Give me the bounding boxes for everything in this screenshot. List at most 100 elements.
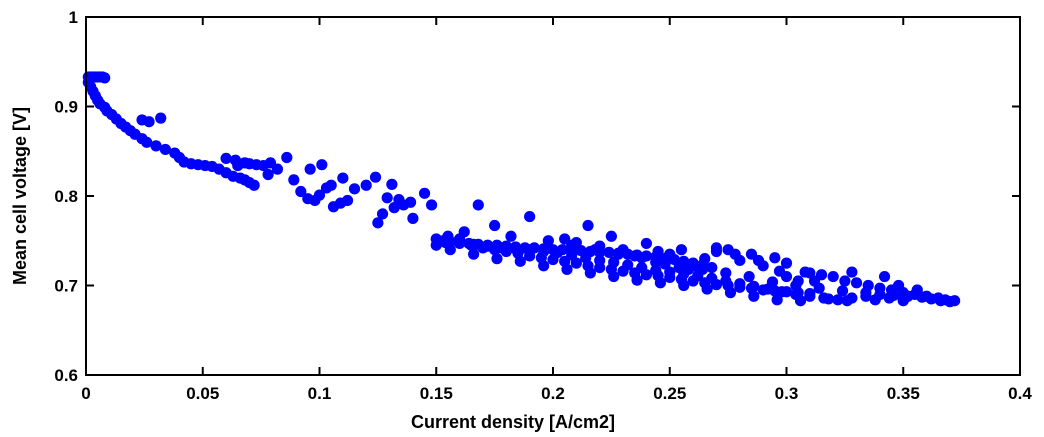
data-point [407, 212, 419, 224]
data-point [393, 193, 405, 206]
data-point [752, 254, 765, 267]
data-point [472, 199, 484, 211]
data-point [281, 151, 293, 164]
y-axis-title: Mean cell voltage [V] [10, 107, 30, 285]
data-point [673, 262, 685, 274]
data-point [496, 242, 508, 254]
data-point [505, 230, 517, 242]
data-point [631, 274, 643, 286]
data-point [652, 245, 664, 258]
x-tick-label: 0.1 [308, 384, 332, 403]
x-tick-label: 0.4 [1008, 384, 1032, 403]
data-point [706, 272, 718, 284]
data-point [699, 253, 711, 265]
y-tick-label: 0.6 [54, 366, 78, 385]
data-point [832, 294, 844, 306]
data-point [664, 248, 676, 260]
data-point [594, 254, 606, 267]
data-point [425, 199, 438, 211]
data-point [804, 290, 816, 302]
data-point [640, 237, 653, 250]
data-point [589, 244, 601, 256]
data-point [381, 192, 393, 204]
data-point [220, 152, 232, 165]
data-point [622, 259, 634, 271]
data-point [603, 246, 615, 258]
data-point [491, 253, 503, 265]
data-point [654, 277, 667, 289]
data-point [150, 140, 162, 152]
data-point [325, 179, 337, 191]
data-point [418, 187, 431, 199]
data-point [748, 290, 760, 302]
x-tick-label: 0 [81, 384, 90, 403]
data-point [482, 240, 494, 252]
data-point [780, 270, 793, 283]
data-point [248, 179, 260, 191]
data-point [608, 270, 620, 283]
data-point [386, 178, 398, 190]
data-point [582, 219, 594, 232]
x-tick-label: 0.15 [420, 384, 453, 403]
data-point [860, 287, 872, 299]
data-point [827, 270, 839, 283]
data-point [748, 280, 760, 292]
data-point [538, 245, 550, 258]
data-point [566, 249, 578, 261]
data-point [304, 163, 316, 175]
x-axis-title: Current density [A/cm2] [411, 412, 615, 432]
data-point [430, 239, 442, 251]
data-point [720, 267, 732, 279]
data-point [869, 294, 881, 306]
data-point [580, 252, 592, 264]
data-point [729, 248, 741, 260]
y-tick-label: 0.7 [54, 277, 78, 296]
data-point [883, 292, 895, 304]
x-tick-label: 0.35 [887, 384, 920, 403]
data-point [878, 270, 891, 283]
data-point [780, 257, 793, 269]
data-point [808, 275, 821, 287]
x-tick-label: 0.3 [775, 384, 799, 403]
data-point [696, 263, 709, 275]
data-point [468, 248, 480, 260]
axes: 0 0.05 0.1 0.15 0.2 0.25 0.3 0.35 0.4 0.6 0.7 0.8 0.… [54, 8, 1032, 403]
data-point [650, 264, 662, 276]
data-point [720, 275, 732, 287]
data-point [675, 244, 688, 256]
data-point [524, 210, 536, 223]
y-tick-label: 0.9 [54, 98, 78, 117]
data-point [636, 262, 648, 274]
data-point [316, 159, 328, 171]
x-tick-label: 0.05 [186, 384, 219, 403]
data-point [790, 279, 802, 292]
data-point [743, 270, 755, 283]
data-point [143, 116, 155, 128]
data-point [295, 185, 307, 198]
data-point [141, 136, 153, 148]
data-point [799, 266, 811, 278]
data-point [710, 242, 723, 254]
data-point [468, 238, 480, 250]
data-point [769, 252, 781, 264]
data-point [925, 293, 937, 305]
data-point [99, 72, 111, 84]
data-point [159, 143, 171, 156]
data-point [404, 196, 417, 208]
data-point [313, 189, 326, 201]
data-point [444, 244, 456, 256]
y-tick-label: 1 [69, 8, 78, 27]
data-point [584, 267, 596, 279]
data-point [678, 279, 690, 292]
y-tick-label: 0.8 [54, 187, 78, 206]
data-point [734, 278, 746, 290]
data-point [552, 246, 564, 258]
data-point [897, 295, 909, 307]
data-point [369, 171, 382, 183]
data-point [612, 248, 624, 260]
data-points [82, 71, 961, 308]
data-point [458, 226, 470, 238]
data-point [724, 287, 737, 299]
data-point [561, 263, 573, 275]
